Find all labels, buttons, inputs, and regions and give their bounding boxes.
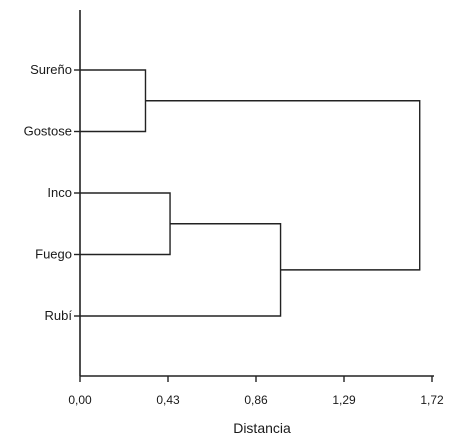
dendrogram-link [80, 223, 282, 317]
dendrogram-link [80, 192, 171, 256]
x-tick-label: 0,86 [244, 393, 268, 407]
leaf-label: Rubí [45, 308, 73, 323]
dendrogram-link [80, 69, 147, 133]
leaf-label: Sureño [30, 62, 72, 77]
x-tick-label: 1,29 [332, 393, 356, 407]
x-tick-labels: 0,00 0,43 0,86 1,29 1,72 [68, 376, 444, 407]
dendrogram-link [145, 100, 421, 271]
leaf-label: Fuego [35, 247, 72, 262]
x-tick-label: 0,43 [156, 393, 180, 407]
leaf-label: Inco [47, 185, 72, 200]
dendrogram-links [80, 69, 421, 317]
leaf-label: Gostose [24, 124, 72, 139]
leaf-labels: Sureño Gostose Inco Fuego Rubí [24, 62, 73, 323]
x-tick-label: 0,00 [68, 393, 92, 407]
x-axis-label: Distancia [233, 420, 291, 436]
x-tick-label: 1,72 [420, 393, 444, 407]
